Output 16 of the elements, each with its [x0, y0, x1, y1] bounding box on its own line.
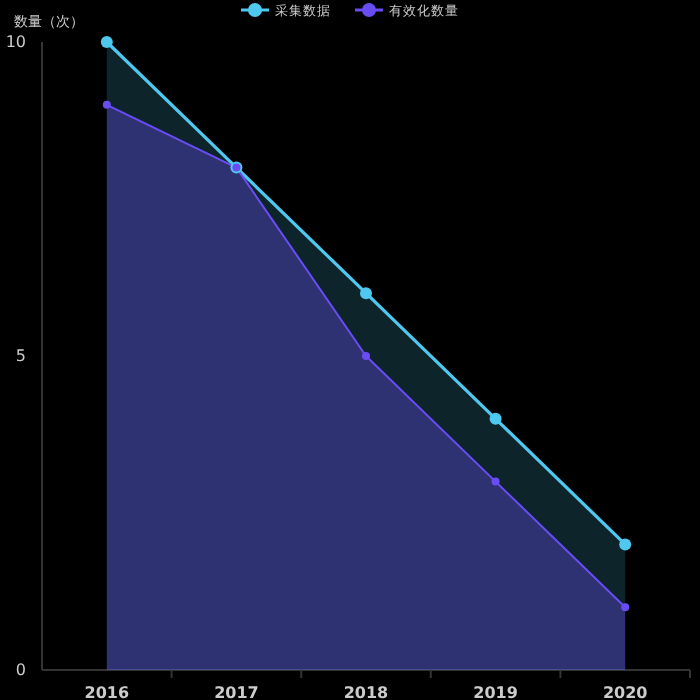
x-tick-label: 2019	[473, 684, 519, 700]
point	[489, 412, 502, 425]
y-tick-label: 5	[15, 347, 26, 365]
point	[360, 287, 372, 300]
y-tick-label: 10	[5, 33, 26, 51]
point	[362, 352, 370, 360]
y-tick-label: 0	[15, 661, 26, 679]
point	[621, 603, 630, 612]
point	[619, 538, 632, 551]
point	[102, 100, 111, 109]
x-tick-label: 2020	[602, 684, 649, 700]
point	[491, 477, 500, 486]
point	[100, 36, 113, 48]
x-tick-label: 2016	[84, 684, 130, 700]
x-tick-label: 2018	[343, 684, 390, 700]
x-tick-label: 2017	[214, 684, 259, 700]
